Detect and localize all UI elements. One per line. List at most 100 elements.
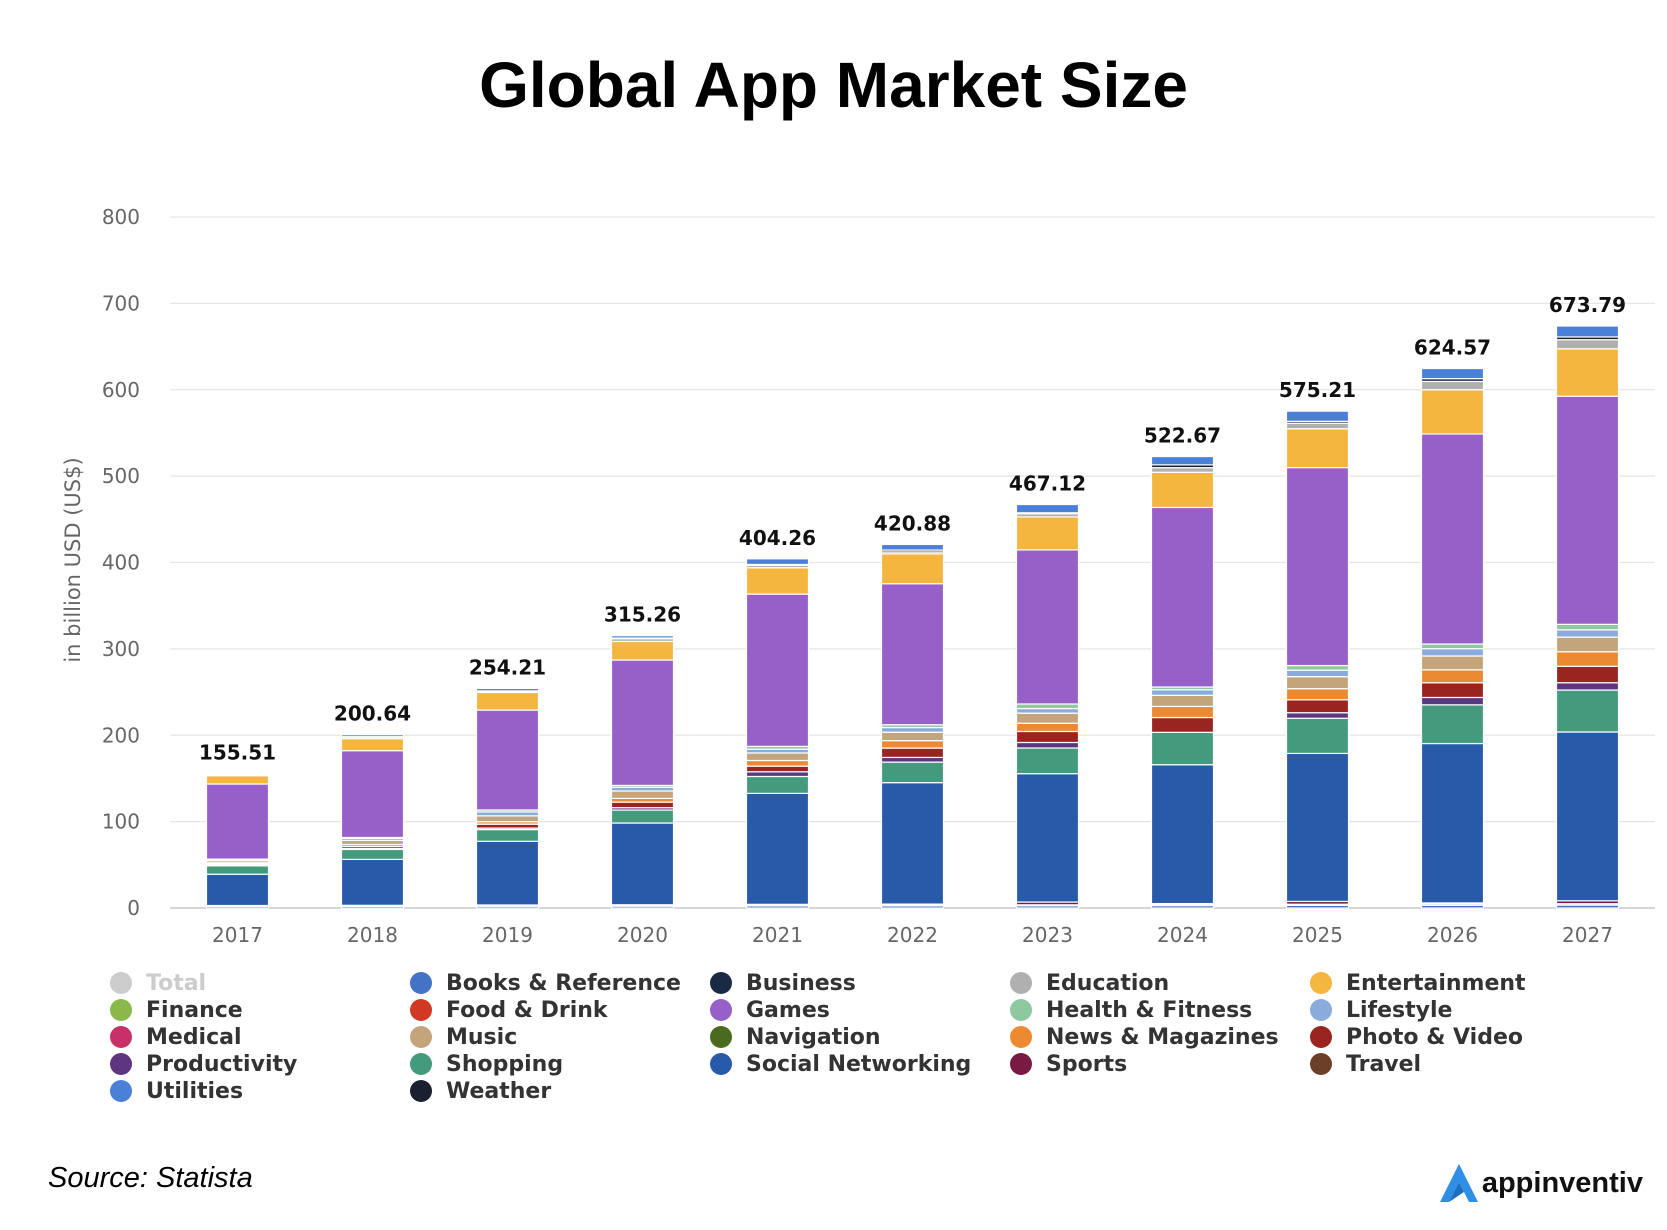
legend-item-music[interactable]: Music [410, 1024, 517, 1050]
bar-segment-photo-video-2026[interactable] [1420, 682, 1485, 699]
legend-item-social-networking[interactable]: Social Networking [710, 1051, 971, 1077]
bar-segment-entertainment-2023[interactable] [1015, 516, 1080, 551]
legend-item-books-reference[interactable]: Books & Reference [410, 970, 681, 996]
legend-item-travel[interactable]: Travel [1310, 1051, 1421, 1077]
bar-segment-music-2023[interactable] [1015, 712, 1080, 724]
bar-segment-health-fitness-2023[interactable] [1015, 703, 1080, 710]
legend-item-weather[interactable]: Weather [410, 1078, 551, 1104]
legend-item-total[interactable]: Total [110, 970, 206, 996]
bar-segment-music-2021[interactable] [745, 752, 810, 762]
bar-segment-social-networking-2017[interactable] [205, 873, 270, 907]
legend-item-shopping[interactable]: Shopping [410, 1051, 563, 1077]
bar-segment-shopping-2019[interactable] [475, 828, 540, 842]
bar-segment-music-2025[interactable] [1285, 676, 1350, 690]
bar-segment-social-networking-2024[interactable] [1150, 764, 1215, 905]
bar-segment-news-magazines-2025[interactable] [1285, 688, 1350, 701]
bar-segment-utilities-2018[interactable] [340, 734, 405, 738]
legend-item-business[interactable]: Business [710, 970, 856, 996]
bar-segment-music-2019[interactable] [475, 815, 540, 823]
bar-segment-social-networking-2019[interactable] [475, 840, 540, 906]
legend-item-news-magazines[interactable]: News & Magazines [1010, 1024, 1279, 1050]
bar-segment-social-networking-2023[interactable] [1015, 773, 1080, 903]
bar-segment-music-2020[interactable] [610, 790, 675, 800]
bar-segment-utilities-2023[interactable] [1015, 503, 1080, 514]
bar-segment-education-2025[interactable] [1285, 422, 1350, 430]
bar-segment-health-fitness-2025[interactable] [1285, 664, 1350, 671]
bar-segment-news-magazines-2022[interactable] [880, 740, 945, 749]
bar-segment-entertainment-2024[interactable] [1150, 471, 1215, 509]
bar-segment-utilities-2017[interactable] [205, 773, 270, 776]
bar-segment-productivity-2021[interactable] [745, 771, 810, 778]
bar-segment-entertainment-2017[interactable] [205, 775, 270, 785]
bar-segment-social-networking-2027[interactable] [1555, 731, 1620, 902]
bar-segment-shopping-2027[interactable] [1555, 689, 1620, 733]
legend-item-games[interactable]: Games [710, 997, 830, 1023]
bar-segment-education-2024[interactable] [1150, 467, 1215, 473]
bar-segment-utilities-2022[interactable] [880, 543, 945, 551]
legend-item-productivity[interactable]: Productivity [110, 1051, 297, 1077]
bar-segment-utilities-2020[interactable] [610, 635, 675, 639]
bar-segment-lifestyle-2024[interactable] [1150, 689, 1215, 696]
bar-segment-games-2025[interactable] [1285, 466, 1350, 667]
legend-item-medical[interactable]: Medical [110, 1024, 242, 1050]
bar-segment-lifestyle-2025[interactable] [1285, 669, 1350, 678]
bar-segment-music-2024[interactable] [1150, 694, 1215, 708]
bar-segment-social-networking-2025[interactable] [1285, 752, 1350, 903]
legend-item-utilities[interactable]: Utilities [110, 1078, 243, 1104]
bar-segment-entertainment-2027[interactable] [1555, 348, 1620, 397]
bar-segment-shopping-2017[interactable] [205, 865, 270, 875]
bar-segment-shopping-2020[interactable] [610, 809, 675, 824]
bar-segment-photo-video-2023[interactable] [1015, 730, 1080, 744]
bar-segment-education-2026[interactable] [1420, 380, 1485, 391]
bar-segment-utilities-2026[interactable] [1420, 367, 1485, 380]
bar-segment-games-2027[interactable] [1555, 395, 1620, 625]
bar-segment-productivity-2026[interactable] [1420, 696, 1485, 706]
bar-segment-news-magazines-2023[interactable] [1015, 722, 1080, 733]
bar-segment-entertainment-2022[interactable] [880, 553, 945, 585]
bar-segment-shopping-2026[interactable] [1420, 704, 1485, 745]
bar-segment-games-2018[interactable] [340, 750, 405, 839]
bar-segment-photo-video-2025[interactable] [1285, 699, 1350, 714]
bar-segment-health-fitness-2026[interactable] [1420, 643, 1485, 650]
bar-segment-lifestyle-2022[interactable] [880, 726, 945, 733]
legend-item-photo-video[interactable]: Photo & Video [1310, 1024, 1523, 1050]
bar-segment-entertainment-2025[interactable] [1285, 428, 1350, 469]
bar-segment-news-magazines-2021[interactable] [745, 759, 810, 767]
bar-segment-utilities-2025[interactable] [1285, 410, 1350, 422]
bar-segment-photo-video-2020[interactable] [610, 801, 675, 809]
bar-segment-social-networking-2021[interactable] [745, 792, 810, 905]
bar-segment-productivity-2023[interactable] [1015, 741, 1080, 749]
bar-segment-music-2022[interactable] [880, 731, 945, 742]
bar-segment-photo-video-2022[interactable] [880, 747, 945, 759]
legend-item-lifestyle[interactable]: Lifestyle [1310, 997, 1452, 1023]
legend-item-health-fitness[interactable]: Health & Fitness [1010, 997, 1252, 1023]
legend-item-finance[interactable]: Finance [110, 997, 243, 1023]
bar-segment-games-2026[interactable] [1420, 433, 1485, 645]
bar-segment-photo-video-2021[interactable] [745, 765, 810, 773]
bar-segment-news-magazines-2026[interactable] [1420, 669, 1485, 684]
bar-segment-games-2021[interactable] [745, 593, 810, 747]
legend-item-food-drink[interactable]: Food & Drink [410, 997, 608, 1023]
bar-segment-entertainment-2021[interactable] [745, 567, 810, 595]
legend-item-education[interactable]: Education [1010, 970, 1169, 996]
bar-segment-news-magazines-2024[interactable] [1150, 705, 1215, 719]
bar-segment-music-2027[interactable] [1555, 636, 1620, 653]
bar-segment-shopping-2018[interactable] [340, 848, 405, 861]
bar-segment-lifestyle-2026[interactable] [1420, 648, 1485, 657]
bar-segment-shopping-2021[interactable] [745, 775, 810, 794]
bar-segment-productivity-2025[interactable] [1285, 712, 1350, 719]
bar-segment-shopping-2023[interactable] [1015, 747, 1080, 775]
bar-segment-productivity-2022[interactable] [880, 756, 945, 763]
bar-segment-social-networking-2020[interactable] [610, 822, 675, 906]
bar-segment-games-2022[interactable] [880, 583, 945, 726]
legend-item-navigation[interactable]: Navigation [710, 1024, 881, 1050]
bar-segment-entertainment-2026[interactable] [1420, 389, 1485, 435]
bar-segment-utilities-2021[interactable] [745, 558, 810, 566]
bar-segment-lifestyle-2023[interactable] [1015, 707, 1080, 714]
bar-segment-entertainment-2019[interactable] [475, 691, 540, 711]
bar-segment-lifestyle-2027[interactable] [1555, 629, 1620, 638]
bar-segment-games-2024[interactable] [1150, 506, 1215, 688]
bar-segment-games-2020[interactable] [610, 659, 675, 787]
bar-segment-education-2027[interactable] [1555, 339, 1620, 350]
bar-segment-photo-video-2024[interactable] [1150, 716, 1215, 733]
